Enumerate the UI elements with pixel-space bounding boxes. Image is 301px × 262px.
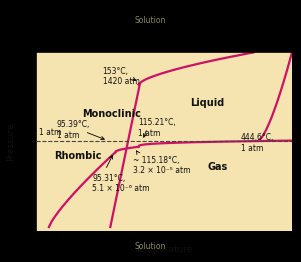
Text: 1 atm: 1 atm [39,128,61,137]
Text: 95.31°C,
5.1 × 10⁻⁶ atm: 95.31°C, 5.1 × 10⁻⁶ atm [92,173,150,193]
Text: 95.39°C,
1 atm: 95.39°C, 1 atm [57,120,90,139]
Text: Solution: Solution [135,17,166,25]
Text: 444.6°C,
1 atm: 444.6°C, 1 atm [241,133,274,153]
Text: ~ 115.18°C,
3.2 × 10⁻⁵ atm: ~ 115.18°C, 3.2 × 10⁻⁵ atm [133,156,191,175]
Text: Liquid: Liquid [190,98,224,108]
Text: Pressure: Pressure [6,122,15,161]
Text: Gas: Gas [208,162,228,172]
Text: Monoclinic: Monoclinic [82,108,141,118]
Text: 115.21°C,
1 atm: 115.21°C, 1 atm [138,118,176,138]
Text: 153°C,
1420 atm: 153°C, 1420 atm [103,67,140,86]
Text: Rhombic: Rhombic [54,151,101,161]
Text: Solution: Solution [135,242,166,251]
Text: Temperature: Temperature [135,245,193,254]
